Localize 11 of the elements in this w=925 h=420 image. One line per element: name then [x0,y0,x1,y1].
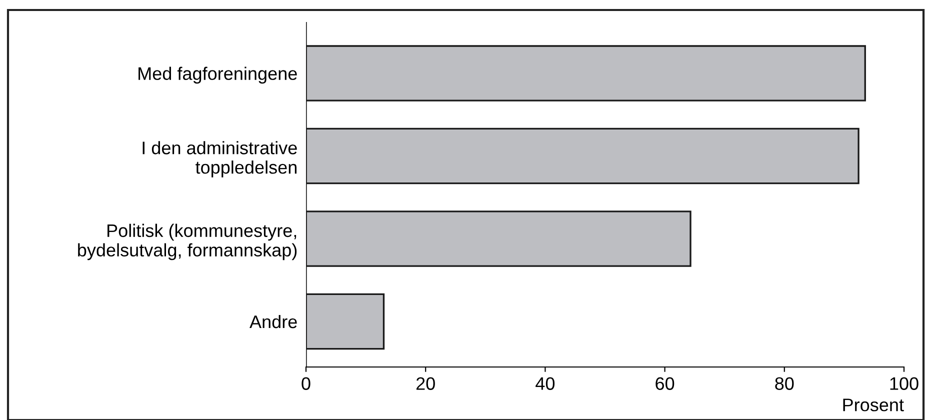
x-tick-label: 0 [302,377,310,390]
x-tick-label: 20 [416,377,435,390]
y-tick-label: Med fagforeningene [138,66,297,84]
y-tick-label: Politisk (kommunestyre, bydelsutvalg, formannskap) [78,224,297,260]
x-tick-label: 60 [656,377,674,390]
x-tick-label: 80 [775,377,794,390]
y-tick-label: Andre [250,314,297,328]
x-axis-title: Prosent [843,398,904,412]
y-tick-label: I den administrative toppledelsen [142,141,297,178]
x-tick-label: 40 [536,377,555,390]
x-tick-label: 100 [890,377,918,390]
